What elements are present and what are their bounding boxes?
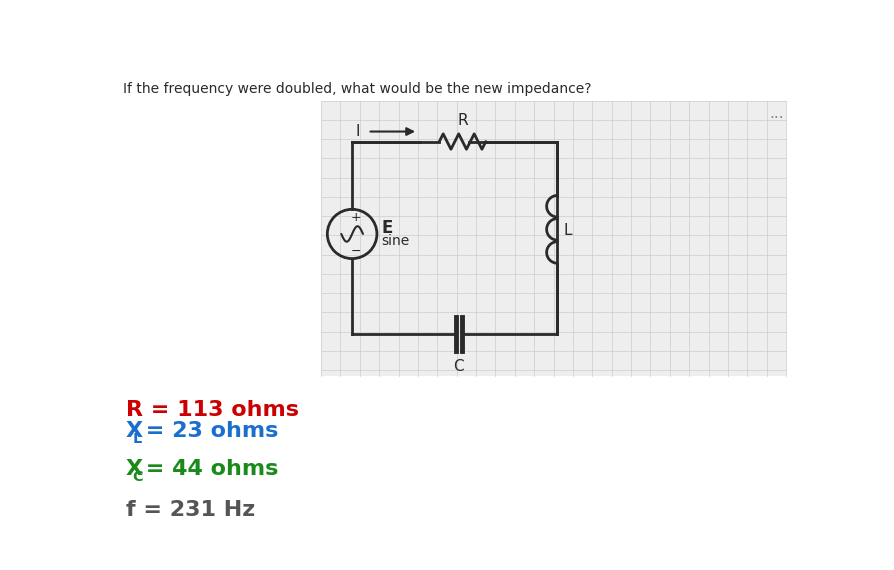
Text: L: L [563,223,571,238]
Text: +: + [350,210,361,223]
Text: If the frequency were doubled, what would be the new impedance?: If the frequency were doubled, what woul… [123,82,591,96]
Text: f = 231 Hz: f = 231 Hz [126,500,255,520]
Text: L: L [132,431,142,446]
Text: X: X [126,421,143,441]
Text: −: − [350,245,361,258]
Text: X: X [126,459,143,479]
Bar [321,101,785,376]
Text: R = 113 ohms: R = 113 ohms [126,400,299,420]
Text: C: C [453,359,463,374]
Text: ...: ... [769,105,783,121]
Text: = 23 ohms: = 23 ohms [138,421,278,441]
Text: C: C [132,470,143,483]
Text: sine: sine [381,234,409,248]
Text: I: I [356,124,360,139]
Text: E: E [381,219,392,237]
Text: = 44 ohms: = 44 ohms [138,459,278,479]
Text: R: R [457,113,468,128]
